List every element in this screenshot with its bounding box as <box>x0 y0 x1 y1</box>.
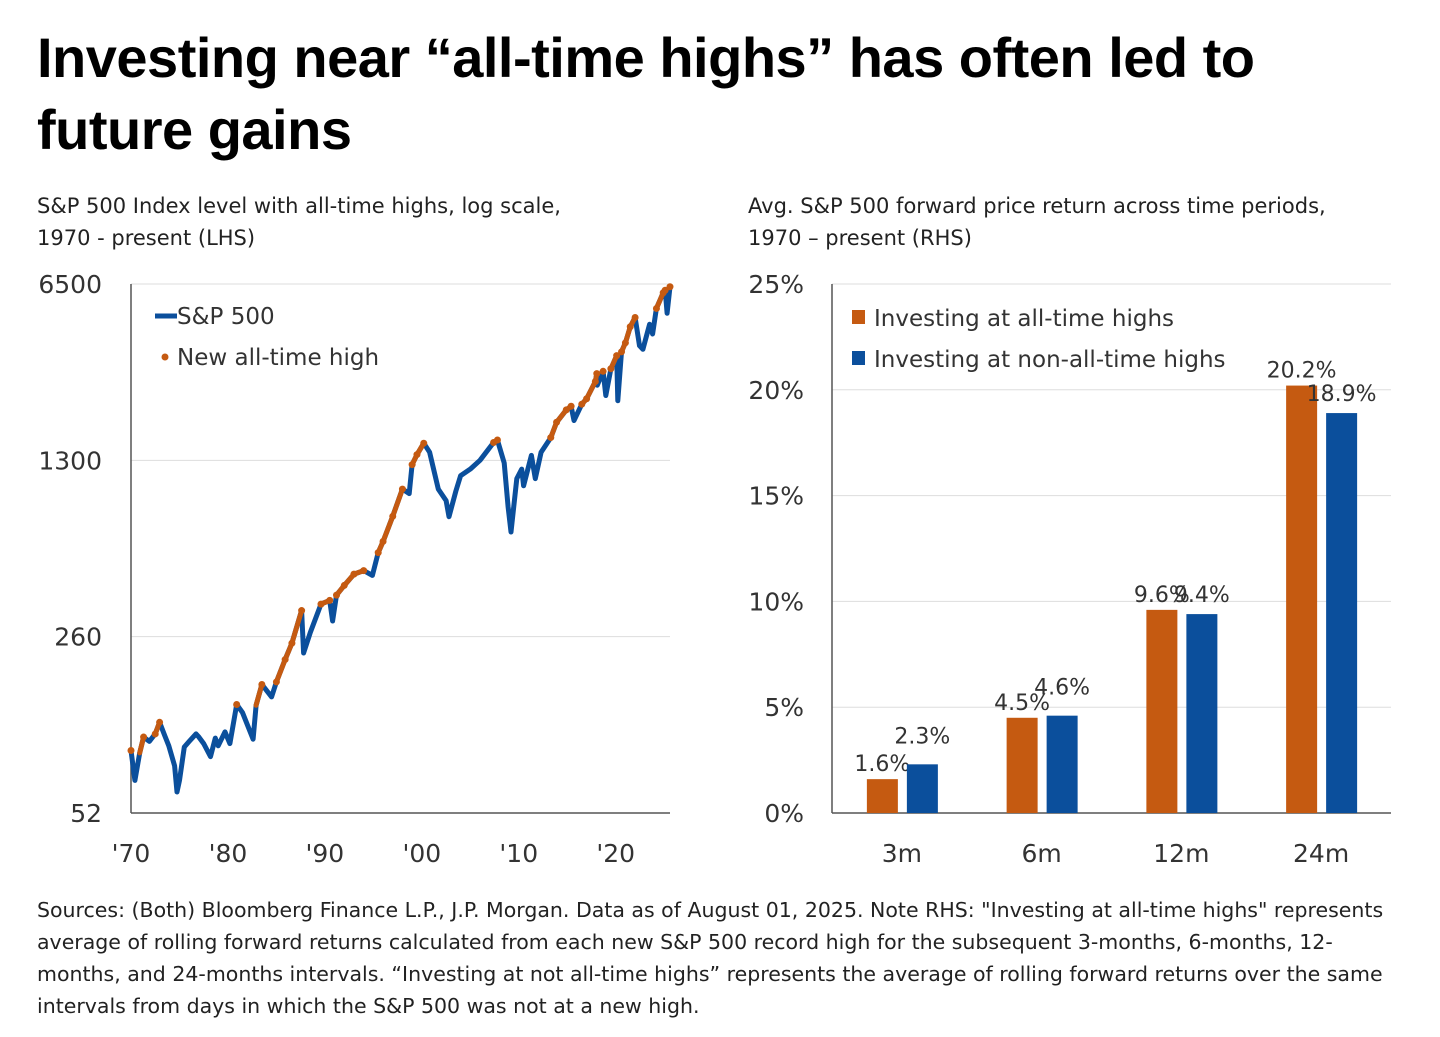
legend-label: Investing at non-all-time highs <box>874 347 1226 373</box>
x-category-label: 24m <box>1293 839 1349 868</box>
x-tick-label: '20 <box>596 839 635 868</box>
legend-swatch <box>852 351 865 365</box>
bar-value-label: 2.3% <box>894 724 950 749</box>
bar-value-label: 9.4% <box>1174 583 1230 608</box>
all-time-high-dot <box>567 402 575 410</box>
legend-swatch <box>852 310 865 324</box>
all-time-high-dot <box>233 700 241 708</box>
page-title: Investing near “all-time highs” has ofte… <box>37 26 1255 161</box>
legend-sp500-label: S&P 500 <box>177 304 275 330</box>
footnote: Sources: (Both) Bloomberg Finance L.P., … <box>37 898 1384 1018</box>
all-time-high-dot <box>326 596 334 604</box>
x-tick-label: '00 <box>402 839 441 868</box>
all-time-high-segment <box>253 682 265 708</box>
bar-non-ath <box>1186 614 1218 813</box>
line-chart: 6500 1300 260 52 '70 '80 '90 '00 '10 '20 S&P 500 Ne… <box>38 270 674 868</box>
right-subtitle-line-2: 1970 – present (RHS) <box>748 226 972 250</box>
left-chart-subtitle: S&P 500 Index level with all-time highs,… <box>37 190 561 254</box>
all-time-high-dot <box>298 607 306 615</box>
all-time-high-dot <box>258 681 266 689</box>
right-chart-subtitle: Avg. S&P 500 forward price return across… <box>748 190 1326 254</box>
bar-ath <box>1286 385 1318 813</box>
bar-non-ath <box>1046 715 1078 813</box>
all-time-high-dot <box>360 567 368 575</box>
all-time-high-dot <box>398 485 406 493</box>
y-tick-label: 25% <box>748 270 804 299</box>
x-category-label: 3m <box>882 839 922 868</box>
all-time-high-segment <box>273 657 288 685</box>
y-tick-label: 5% <box>764 693 804 722</box>
bar-ath <box>866 779 898 813</box>
all-time-high-dot <box>593 370 601 378</box>
all-time-high-segment <box>289 608 305 646</box>
all-time-high-dot <box>613 352 621 360</box>
right-subtitle-line-1: Avg. S&P 500 forward price return across… <box>748 194 1326 218</box>
all-time-high-dot <box>493 436 501 444</box>
all-time-high-segment <box>390 486 405 519</box>
x-tick-label: '10 <box>499 839 538 868</box>
y-tick-label: 20% <box>748 376 804 405</box>
y-tick-label: 1300 <box>38 446 102 475</box>
y-tick-label: 260 <box>54 623 102 652</box>
bar-non-ath <box>906 764 938 813</box>
bar-value-label: 4.6% <box>1034 676 1090 701</box>
bar-value-label: 1.6% <box>854 752 910 777</box>
y-tick-label: 15% <box>748 482 804 511</box>
y-tick-label: 10% <box>748 587 804 616</box>
all-time-high-dot <box>420 439 428 447</box>
charts-canvas: 6500 1300 260 52 '70 '80 '90 '00 '10 '20 S&P 500 Ne… <box>38 270 1391 868</box>
all-time-high-dot <box>140 733 148 741</box>
all-time-high-segment <box>380 513 396 544</box>
x-tick-label: '90 <box>306 839 345 868</box>
bar-chart: 0% 5% 10% 15% 20% 25% 3m 1.6% 2.3% 6m 4.5%4.6% 12m 9… <box>748 270 1391 868</box>
bar-value-label: 4.5% <box>994 691 1050 716</box>
all-time-high-dot <box>661 286 669 294</box>
left-subtitle-line-2: 1970 - present (LHS) <box>37 226 256 250</box>
y-tick-label: 6500 <box>38 270 102 299</box>
bar-value-label: 18.9% <box>1307 382 1377 407</box>
x-tick-label: '80 <box>209 839 248 868</box>
x-tick-label: '70 <box>112 839 151 868</box>
all-time-high-dot <box>666 283 674 291</box>
legend-label: Investing at all-time highs <box>874 306 1174 332</box>
bar-ath <box>1146 609 1178 813</box>
x-category-label: 12m <box>1153 839 1209 868</box>
bar-non-ath <box>1326 413 1358 813</box>
all-time-high-dot <box>156 718 164 726</box>
bar-value-label: 9.6% <box>1134 583 1190 608</box>
all-time-high-dot <box>599 367 607 375</box>
x-category-label: 6m <box>1021 839 1061 868</box>
left-subtitle-line-1: S&P 500 Index level with all-time highs,… <box>37 194 561 218</box>
y-tick-label: 0% <box>764 799 804 828</box>
legend-dot-swatch <box>161 353 169 361</box>
all-time-high-dot <box>631 313 639 321</box>
y-tick-label: 52 <box>70 799 102 828</box>
bar-ath <box>1006 717 1038 813</box>
all-time-high-dot <box>127 746 135 754</box>
legend-ath-label: New all-time high <box>177 345 379 371</box>
bar-value-label: 20.2% <box>1267 359 1337 384</box>
